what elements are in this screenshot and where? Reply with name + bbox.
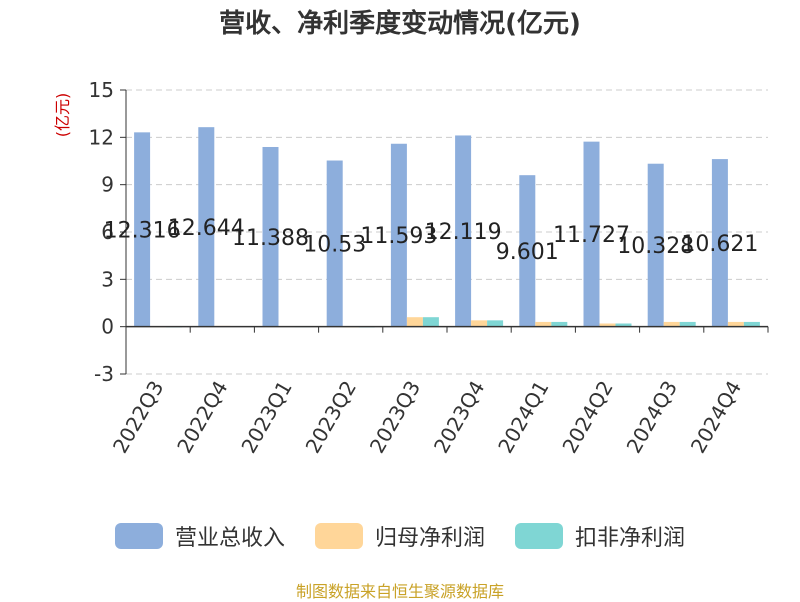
x-tick-label: 2023Q3	[365, 377, 425, 458]
bar	[583, 141, 600, 327]
x-tick-label: 2024Q2	[557, 377, 617, 458]
data-label: 10.328	[617, 234, 694, 259]
chart-title: 营收、净利季度变动情况(亿元)	[219, 8, 581, 39]
data-label: 11.388	[232, 226, 309, 251]
y-tick-label: 6	[101, 220, 114, 244]
y-tick-label: 15	[89, 78, 114, 102]
y-tick-label: -3	[94, 362, 114, 386]
legend-swatch-deducted-profit	[515, 523, 563, 549]
x-tick-label: 2022Q3	[108, 377, 168, 458]
x-tick-label: 2023Q2	[301, 377, 361, 458]
data-label: 12.119	[425, 220, 502, 245]
bar	[679, 321, 696, 327]
x-tick-label: 2023Q1	[236, 377, 296, 458]
bar	[551, 321, 568, 327]
legend-label-revenue: 营业总收入	[174, 526, 285, 551]
bar	[743, 321, 760, 327]
source-note: 制图数据来自恒生聚源数据库	[295, 582, 504, 601]
bar	[455, 135, 472, 327]
bar	[599, 323, 616, 327]
legend-item-revenue[interactable]: 营业总收入	[114, 520, 285, 552]
data-label: 11.727	[553, 223, 630, 248]
legend-swatch-revenue	[114, 523, 163, 549]
data-label: 10.53	[303, 233, 366, 258]
y-tick-label: 3	[101, 267, 114, 291]
bar	[422, 317, 439, 327]
y-axis-label: (亿元)	[53, 93, 72, 138]
y-tick-label: 12	[89, 125, 114, 149]
legend-label-deducted-profit: 扣非净利润	[575, 526, 686, 551]
bar	[711, 159, 728, 327]
data-label: 12.316	[104, 219, 181, 244]
data-label: 10.621	[681, 232, 758, 257]
bar	[471, 320, 488, 327]
bar	[535, 321, 552, 327]
legend-swatch-net-profit	[314, 523, 363, 549]
y-tick-label: 0	[101, 315, 114, 339]
bar	[663, 321, 680, 327]
legend-item-deducted-profit[interactable]: 扣非净利润	[515, 520, 685, 552]
x-tick-label: 2024Q4	[686, 377, 746, 458]
bar	[615, 323, 632, 327]
data-label: 12.644	[168, 216, 245, 241]
x-tick-label: 2024Q3	[622, 377, 682, 458]
x-tick-label: 2024Q1	[493, 377, 553, 458]
bar	[519, 175, 536, 327]
data-label: 11.593	[360, 224, 437, 249]
bar	[727, 321, 744, 327]
bar	[262, 146, 279, 327]
legend-item-net-profit[interactable]: 归母净利润	[314, 520, 485, 552]
x-tick-label: 2022Q4	[172, 377, 232, 458]
x-tick-label: 2023Q4	[429, 377, 489, 458]
bar	[326, 160, 343, 327]
bar	[487, 320, 504, 327]
legend: 营业总收入 归母净利润 扣非净利润	[0, 516, 800, 556]
bar	[390, 143, 407, 327]
y-tick-label: 9	[101, 173, 114, 197]
bar	[198, 127, 215, 327]
bar	[406, 317, 423, 327]
bar	[134, 132, 151, 327]
legend-label-net-profit: 归母净利润	[374, 526, 485, 551]
bar	[647, 163, 664, 327]
data-label: 9.601	[496, 240, 559, 265]
